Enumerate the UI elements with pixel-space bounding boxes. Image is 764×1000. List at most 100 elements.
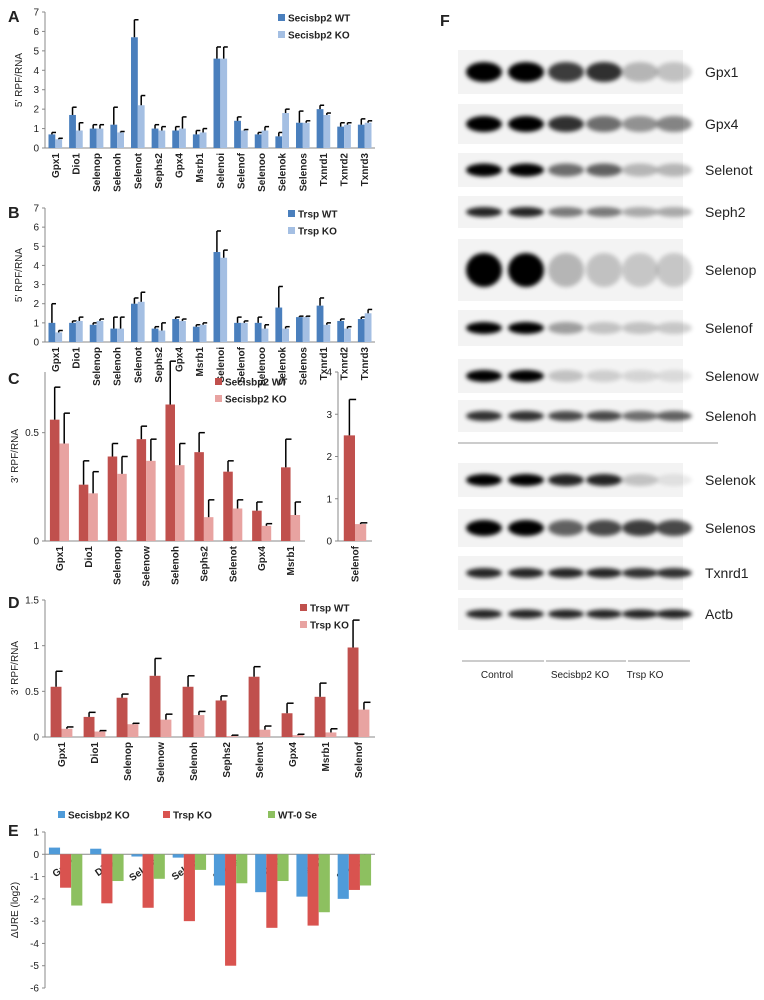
protein-label: Selenos (705, 520, 756, 536)
bar (337, 320, 345, 342)
bar (255, 854, 267, 893)
blot-band (548, 116, 584, 132)
blot-band (656, 370, 692, 382)
blot-band (622, 62, 658, 82)
x-tick-label: Sephs2 (199, 546, 210, 582)
legend-label: Secisbp2 KO (288, 31, 350, 42)
bar (83, 716, 95, 737)
x-tick-label: Selenot (255, 741, 266, 778)
blot-band (548, 568, 584, 578)
blot-band (508, 253, 544, 287)
protein-label: Selenop (705, 262, 757, 278)
bar (281, 713, 293, 737)
y-tick-label: 2 (33, 105, 39, 116)
x-tick-label: Selenof (236, 346, 247, 383)
panel-label: C (8, 371, 20, 388)
bar (344, 328, 351, 342)
blot-band (548, 322, 584, 334)
group-label: Trsp KO (627, 670, 664, 681)
error-bar (198, 710, 206, 716)
bar (307, 854, 319, 926)
bar (277, 854, 289, 882)
x-tick-label: Gpx1 (55, 546, 66, 571)
blot-band (466, 62, 502, 82)
x-tick-label: Gpx1 (51, 347, 62, 372)
x-tick-label: Gpx4 (257, 546, 268, 571)
blot-band (466, 370, 502, 382)
blot-band (586, 568, 622, 578)
x-tick-label: Dio1 (71, 153, 82, 175)
error-bar (207, 499, 215, 518)
x-tick-label: Sephs2 (154, 153, 165, 189)
bar (55, 332, 63, 342)
error-bar (231, 734, 239, 737)
error-bar (305, 120, 311, 123)
bar (240, 322, 248, 342)
x-tick-label: Selenoh (113, 153, 124, 192)
blot-band (508, 62, 544, 82)
protein-label: Selenoh (705, 408, 756, 424)
blot-band (508, 520, 544, 536)
bar (316, 109, 324, 148)
bar (151, 328, 159, 342)
bar (223, 471, 233, 541)
legend-swatch (58, 811, 65, 818)
bar (158, 330, 166, 342)
bar (282, 113, 289, 148)
error-bar (111, 442, 119, 457)
blot-band (548, 370, 584, 382)
x-tick-label: Gpx1 (51, 153, 62, 178)
error-bar (66, 726, 74, 729)
bar (215, 700, 227, 737)
bar (137, 301, 145, 342)
x-tick-label: Selenoi (216, 153, 227, 189)
y-tick-label: -2 (30, 894, 39, 905)
bar (275, 307, 283, 342)
x-tick-label: Selenoo (257, 153, 268, 192)
blot-band (466, 163, 502, 177)
bar (281, 467, 291, 541)
y-tick-label: 0 (326, 537, 332, 548)
bar (60, 854, 72, 888)
y-tick-label: 1 (33, 318, 39, 329)
error-bar (326, 112, 331, 115)
error-bar (243, 128, 249, 131)
y-axis-label: 3' RPF/RNA (10, 429, 21, 483)
bar (318, 854, 330, 913)
x-tick-label: Gpx4 (175, 153, 186, 178)
blot-band (548, 62, 584, 82)
bar (220, 257, 228, 342)
bar (116, 697, 128, 737)
error-bar (348, 398, 357, 436)
bar (220, 58, 228, 148)
bar (254, 322, 262, 342)
bar (75, 130, 83, 148)
legend-label: Secisbp2 WT (225, 378, 287, 389)
blot-band (622, 411, 658, 421)
protein-label: Selenow (705, 368, 760, 384)
bar (348, 854, 360, 890)
y-tick-label: 0 (33, 144, 39, 155)
x-tick-label: Selenoo (257, 347, 268, 386)
y-tick-label: 3 (33, 85, 39, 96)
blot-band (548, 163, 584, 177)
y-tick-label: 1.5 (25, 596, 39, 607)
error-bar (330, 728, 338, 733)
blot-band (466, 520, 502, 536)
error-bar (264, 324, 270, 329)
error-bar (284, 325, 290, 329)
bar (296, 122, 303, 148)
bar (117, 328, 124, 342)
bar (344, 124, 351, 148)
blot-band (586, 62, 622, 82)
blot-band (548, 253, 584, 287)
error-bar (140, 425, 148, 440)
blot-band (586, 163, 622, 177)
x-tick-label: Msrb1 (286, 546, 297, 576)
x-tick-label: Selenot (228, 545, 239, 582)
x-tick-label: Sephs2 (222, 742, 233, 778)
bar (110, 328, 118, 342)
bar (142, 854, 154, 908)
legend-label: Trsp KO (173, 811, 212, 822)
